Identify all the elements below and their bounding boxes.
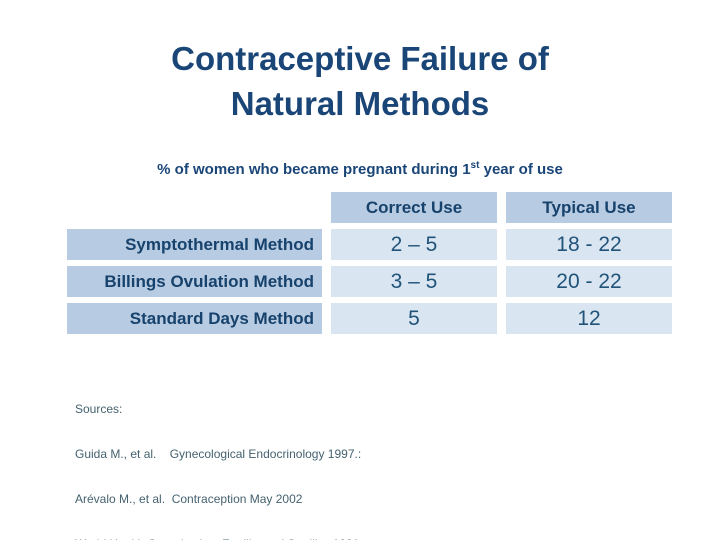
slide-title-line-1: Contraceptive Failure of [171, 40, 549, 77]
source-line: Guida M., et al. Gynecological Endocrino… [75, 447, 362, 461]
row-label-standard-days: Standard Days Method [67, 303, 322, 334]
value-standard-days-correct: 5 [331, 303, 497, 334]
source-line: Arévalo M., et al. Contraception May 200… [75, 492, 303, 506]
value-symptothermal-correct: 2 – 5 [331, 229, 497, 260]
sources-heading: Sources: [75, 402, 123, 416]
value-standard-days-typical: 12 [506, 303, 672, 334]
table-caption-superscript: st [470, 160, 480, 171]
source-line: World Health Organization, Fertility and… [75, 537, 361, 540]
value-symptothermal-typical: 18 - 22 [506, 229, 672, 260]
table-corner-spacer [67, 192, 322, 223]
value-billings-correct: 3 – 5 [331, 266, 497, 297]
slide-title: Contraceptive Failure of Natural Methods [0, 36, 720, 126]
slide-title-line-2: Natural Methods [230, 85, 490, 122]
column-header-typical-use: Typical Use [506, 192, 672, 223]
failure-rates-table: Correct Use Typical Use Symptothermal Me… [67, 192, 672, 334]
column-header-correct-use: Correct Use [331, 192, 497, 223]
table-caption-suffix: year of use [479, 161, 563, 178]
table-caption: % of women who became pregnant during 1s… [0, 160, 720, 179]
value-billings-typical: 20 - 22 [506, 266, 672, 297]
row-label-billings-ovulation: Billings Ovulation Method [67, 266, 322, 297]
row-label-symptothermal: Symptothermal Method [67, 229, 322, 260]
sources-block: Sources: Guida M., et al. Gynecological … [75, 372, 361, 540]
table-caption-prefix: % of women who became pregnant during 1 [157, 161, 471, 178]
